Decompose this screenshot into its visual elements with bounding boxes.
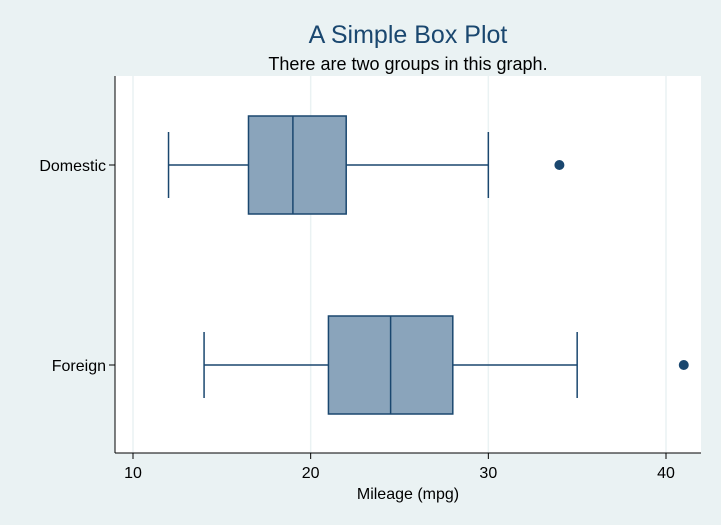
category-label-domestic: Domestic [39, 158, 106, 175]
x-axis-title: Mileage (mpg) [357, 486, 459, 503]
x-tick-label-40: 40 [657, 465, 675, 482]
x-tick-label-20: 20 [302, 465, 320, 482]
boxes [167, 115, 689, 415]
box-domestic [247, 115, 347, 215]
outlier-foreign-0 [678, 360, 689, 370]
x-tick-label-30: 30 [479, 465, 497, 482]
chart-title: A Simple Box Plot [309, 21, 508, 49]
chart-subtitle: There are two groups in this graph. [268, 54, 547, 74]
x-tick-label-10: 10 [124, 465, 142, 482]
category-label-foreign: Foreign [52, 358, 106, 375]
axes: 10 20 30 40 Domestic Foreign [39, 76, 701, 482]
outlier-domestic-0 [554, 160, 565, 170]
